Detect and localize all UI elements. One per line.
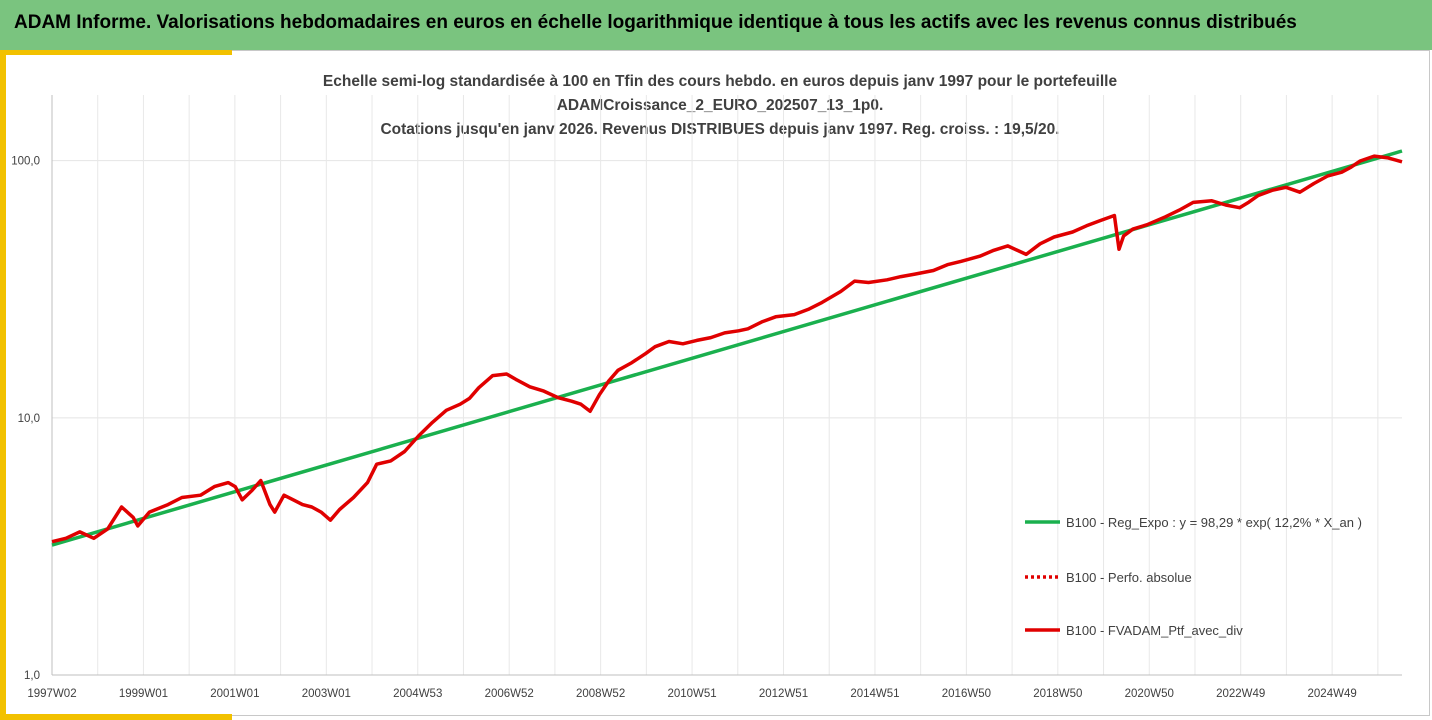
chart-axes: 1997W02 1999W01 2001W01 2003W01 2004W53 2006W… <box>11 95 1402 700</box>
accent-bar-bottom <box>0 714 232 720</box>
chart-title-line-2: ADAMCroissance_2_EURO_202507_13_1p0. <box>556 97 884 114</box>
series-line-2 <box>51 154 1403 544</box>
x-tick-label: 2018W50 <box>1033 688 1082 700</box>
chart-title: Echelle semi-log standardisée à 100 en T… <box>240 70 1200 142</box>
x-tick-label: 2022W49 <box>1216 688 1265 700</box>
x-tick-label: 1999W01 <box>119 688 168 700</box>
legend-label-0: B100 - Reg_Expo : y = 98,29 * exp( 12,2%… <box>1066 515 1362 530</box>
series-line-0 <box>51 149 1403 547</box>
x-tick-label: 2020W50 <box>1125 688 1174 700</box>
y-tick-label: 1,0 <box>24 670 40 682</box>
x-tick-label: 2001W01 <box>210 688 259 700</box>
x-tick-label: 2016W50 <box>942 688 991 700</box>
chart-legend: B100 - Reg_Expo : y = 98,29 * exp( 12,2%… <box>1025 515 1362 638</box>
x-tick-label: 2024W49 <box>1308 688 1357 700</box>
x-tick-label: 2006W52 <box>485 688 534 700</box>
chart-grid <box>52 95 1402 675</box>
chart-title-line-3: Cotations jusqu'en janv 2026. Revenus DI… <box>380 121 1060 138</box>
x-tick-label: 1997W02 <box>27 688 76 700</box>
header-banner: ADAM Informe. Valorisations hebdomadaire… <box>0 0 1432 50</box>
x-tick-label: 2003W01 <box>302 688 351 700</box>
legend-label-2: B100 - FVADAM_Ptf_avec_div <box>1066 623 1243 638</box>
x-tick-label: 2014W51 <box>850 688 899 700</box>
accent-bar-left <box>0 50 6 718</box>
accent-bar-top <box>0 50 232 55</box>
y-tick-label: 100,0 <box>11 156 40 168</box>
chart-title-line-1: Echelle semi-log standardisée à 100 en T… <box>322 73 1118 90</box>
chart-series <box>51 149 1403 547</box>
x-tick-label: 2012W51 <box>759 688 808 700</box>
x-tick-label: 2008W52 <box>576 688 625 700</box>
legend-label-1: B100 - Perfo. absolue <box>1066 570 1192 585</box>
x-tick-label: 2010W51 <box>667 688 716 700</box>
header-title: ADAM Informe. Valorisations hebdomadaire… <box>14 12 1297 33</box>
y-tick-label: 10,0 <box>18 413 40 425</box>
x-tick-label: 2004W53 <box>393 688 442 700</box>
